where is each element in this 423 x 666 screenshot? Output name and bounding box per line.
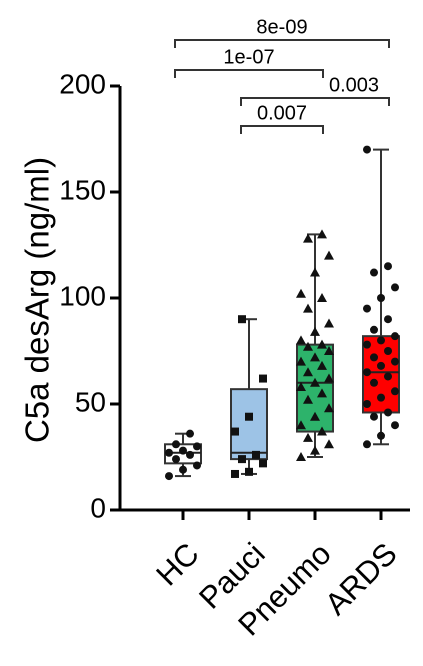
y-tick-label: 100 [59, 280, 106, 311]
point [324, 439, 334, 449]
point [384, 347, 392, 355]
point [377, 361, 385, 370]
y-tick-label: 50 [75, 386, 106, 417]
point [303, 233, 313, 243]
point [303, 303, 313, 313]
significance-bracket [174, 39, 390, 48]
point [317, 388, 327, 398]
point [303, 341, 313, 351]
x-tick-label: ARDS [318, 536, 404, 622]
point [324, 346, 334, 355]
point [303, 394, 313, 404]
point [238, 315, 246, 324]
point [384, 372, 392, 381]
p-value: 1e-07 [223, 46, 274, 68]
point [179, 446, 187, 455]
point [303, 432, 313, 442]
p-value: 0.007 [257, 102, 307, 124]
point [324, 403, 334, 413]
point [384, 315, 392, 324]
point [363, 145, 371, 154]
y-tick-label: 150 [59, 174, 106, 205]
point [377, 431, 385, 440]
point [296, 335, 306, 345]
point [245, 467, 253, 476]
point [317, 426, 327, 436]
point [384, 262, 392, 271]
point [252, 450, 260, 459]
point [391, 357, 399, 366]
significance-bracket [240, 125, 324, 134]
point [391, 332, 399, 341]
point [363, 340, 371, 349]
point [193, 442, 201, 451]
point [384, 408, 392, 417]
point [193, 461, 201, 470]
point [310, 267, 320, 277]
point [179, 465, 187, 474]
point [377, 294, 385, 302]
point [259, 459, 267, 468]
box [230, 388, 268, 461]
point [324, 250, 334, 260]
point [310, 445, 320, 455]
p-value: 8e-09 [256, 16, 307, 38]
point [165, 448, 173, 457]
point [370, 378, 378, 387]
point [186, 429, 194, 438]
point [310, 326, 320, 336]
x-tick-label: HC [149, 536, 205, 592]
point [231, 469, 239, 478]
point [172, 440, 180, 449]
point [377, 393, 385, 402]
point [310, 377, 320, 387]
point [324, 318, 334, 328]
point [238, 455, 246, 464]
point [245, 412, 253, 421]
point [296, 452, 306, 461]
point [296, 420, 306, 430]
point [317, 229, 327, 239]
point [303, 367, 313, 377]
point [317, 339, 327, 349]
point [186, 450, 194, 459]
point [391, 387, 399, 396]
point [324, 373, 334, 383]
point [317, 293, 327, 302]
point [363, 304, 371, 313]
y-axis-label: C5a desArg (ng/ml) [19, 157, 56, 443]
point [296, 382, 306, 392]
point [317, 360, 327, 370]
point [370, 325, 378, 334]
point [296, 288, 306, 298]
point [310, 352, 320, 362]
point [363, 440, 371, 449]
point [377, 336, 385, 345]
y-tick-label: 0 [90, 492, 106, 523]
point [310, 411, 320, 421]
point [391, 421, 399, 430]
point [231, 427, 239, 436]
point [370, 412, 378, 421]
significance-bracket [174, 69, 324, 78]
significance-bracket [240, 97, 390, 106]
point [259, 374, 267, 383]
point [296, 356, 306, 366]
point [165, 472, 173, 481]
y-tick-label: 200 [59, 68, 106, 99]
point [363, 368, 371, 377]
point [370, 353, 378, 362]
point [172, 455, 180, 464]
p-value: 0.003 [329, 74, 379, 96]
point [370, 268, 378, 277]
point [363, 400, 371, 408]
point [391, 283, 399, 292]
